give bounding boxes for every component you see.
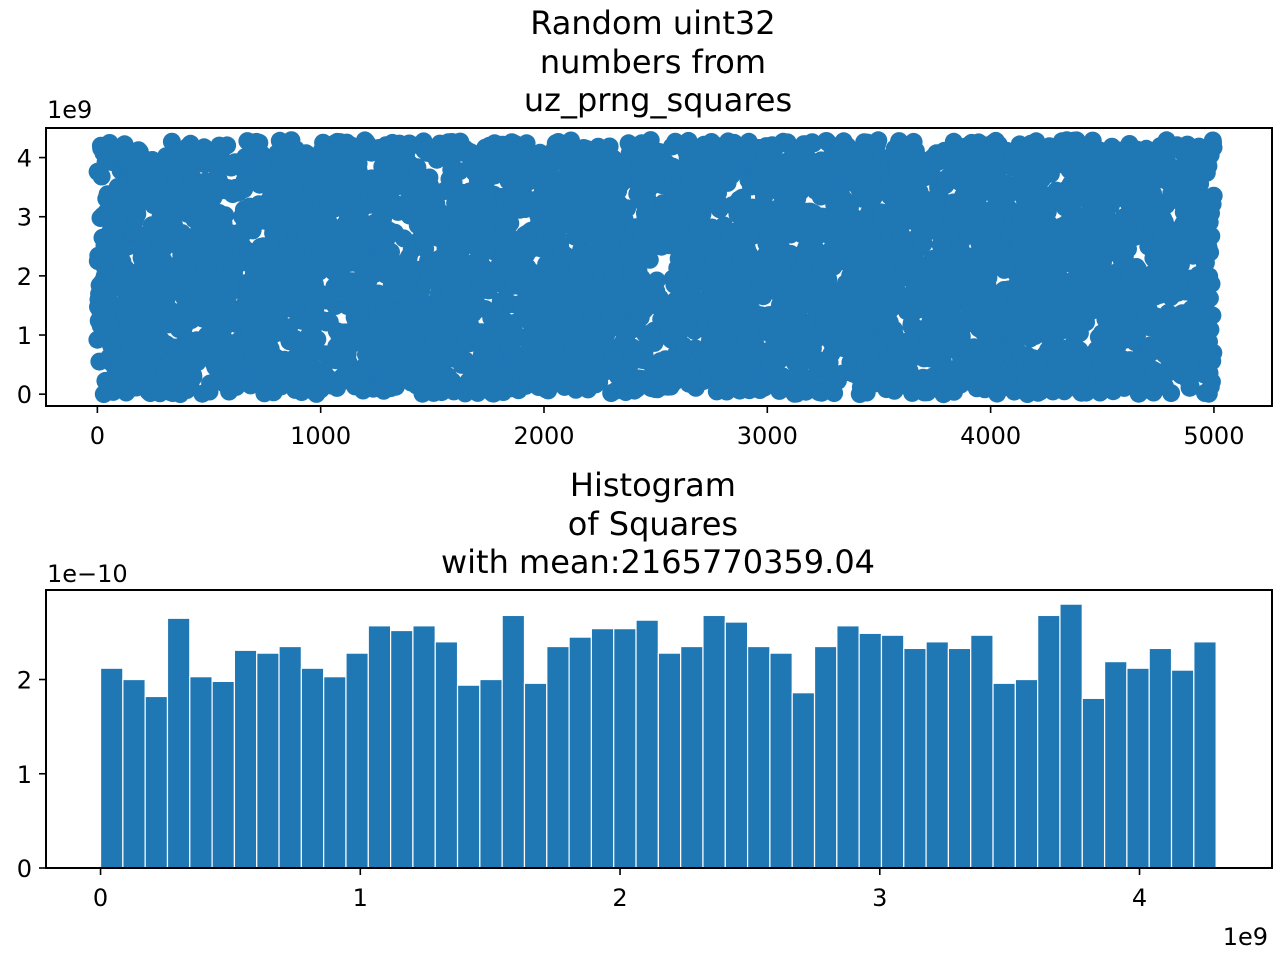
scatter-point (1181, 376, 1200, 395)
scatter-y-offset-label: 1e9 (47, 96, 92, 124)
scatter-point (725, 133, 744, 152)
scatter-point (869, 131, 888, 150)
scatter-point (218, 136, 237, 155)
scatter-point (1202, 274, 1221, 293)
scatter-point (1200, 289, 1219, 308)
scatter-point (1202, 227, 1221, 245)
scatter-point (886, 326, 904, 345)
scatter-point (640, 250, 659, 269)
scatter-points (88, 131, 1223, 404)
scatter-chart-title: Random uint32 numbers from uz_prng_squar… (524, 4, 792, 119)
scatter-point (450, 162, 469, 181)
scatter-point (92, 167, 111, 186)
scatter-point (128, 205, 147, 224)
scatter-point (216, 206, 235, 225)
scatter-point (1162, 384, 1181, 403)
scatter-point (1201, 320, 1220, 339)
scatter-point (184, 368, 203, 387)
scatter-title-line: numbers from (540, 43, 776, 81)
scatter-point (1201, 243, 1220, 262)
scatter-point (1202, 372, 1221, 391)
scatter-point (647, 271, 666, 290)
scatter-point (501, 228, 520, 247)
scatter-point (743, 227, 762, 246)
scatter-title-line: uz_prng_squares (524, 81, 792, 119)
scatter-point (618, 199, 637, 218)
scatter-title-line: Random uint32 (530, 4, 786, 42)
scatter-point (272, 377, 291, 396)
scatter-point (308, 330, 327, 349)
scatter-chart: Random uint32 numbers from uz_prng_squar… (17, 4, 1273, 450)
